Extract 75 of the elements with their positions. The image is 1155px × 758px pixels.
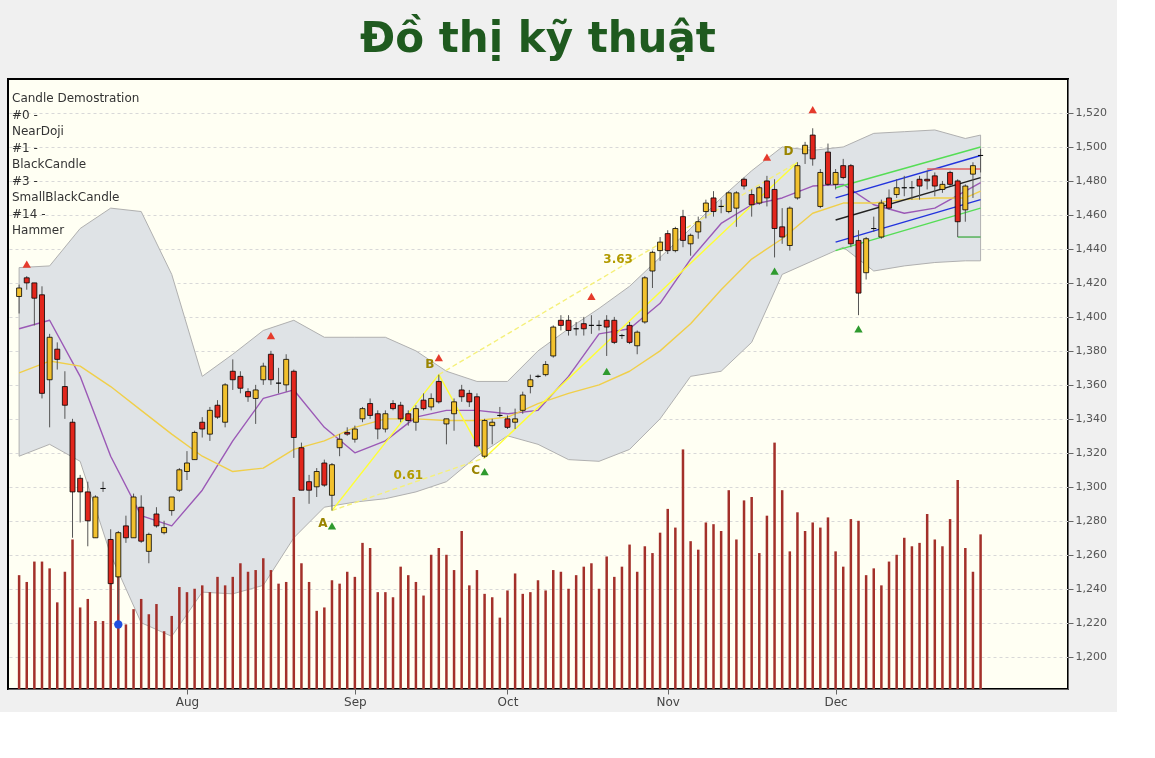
data-label: C	[471, 462, 481, 477]
y-tick-label: 1,480	[1075, 174, 1107, 188]
y-tick-label: 1,220	[1075, 616, 1107, 630]
y-tick-label: 1,380	[1075, 344, 1107, 358]
x-tick-label: Aug	[175, 694, 200, 709]
annotation: Hammer	[12, 223, 65, 237]
y-tick-label: 1,400	[1075, 310, 1107, 324]
candlestick	[252, 384, 259, 425]
candlestick	[443, 418, 450, 445]
point	[762, 153, 772, 161]
annotation: BlackCandle	[12, 157, 87, 171]
y-tick-label: 1,300	[1075, 480, 1107, 494]
annotation: #1 -	[12, 140, 38, 155]
candlestick	[802, 141, 808, 165]
annotation: NearDoji	[12, 124, 64, 138]
candlestick	[527, 374, 534, 394]
point	[602, 367, 611, 375]
y-tick-label: 1,360	[1075, 378, 1107, 392]
point	[480, 467, 489, 476]
y-tick-label: 1,420	[1075, 276, 1107, 290]
y-tick-label: 1,320	[1075, 446, 1107, 460]
candlestick	[199, 416, 206, 439]
y-tick-label: 1,460	[1075, 208, 1107, 222]
point	[770, 267, 779, 275]
data-label: A	[318, 515, 329, 530]
point	[434, 354, 443, 362]
candlestick	[893, 178, 900, 199]
series-label: 0.61	[393, 468, 424, 483]
y-tick-label: 1,240	[1075, 582, 1107, 596]
candlestick	[451, 397, 457, 432]
candlestick	[657, 236, 663, 262]
series-label: 3.63	[603, 252, 633, 267]
y-tick-label: 1,200	[1075, 650, 1107, 664]
candlestick	[580, 316, 587, 337]
point	[808, 105, 817, 114]
line-series	[331, 161, 799, 512]
annotation: Candle Demostration	[12, 91, 140, 105]
point	[327, 522, 337, 530]
annotation: #14 -	[12, 206, 46, 221]
candlestick	[809, 127, 816, 167]
x-tick-label: Nov	[656, 694, 680, 709]
data-label: B	[425, 356, 435, 371]
point	[22, 260, 31, 268]
point	[587, 292, 596, 301]
y-tick-label: 1,440	[1075, 242, 1107, 256]
annotation: SmallBlackCandle	[12, 190, 120, 204]
point	[266, 331, 276, 340]
candlestick	[16, 284, 22, 314]
y-tick-label: 1,500	[1075, 140, 1107, 154]
y-tick-label: 1,340	[1075, 412, 1107, 426]
x-tick-label: Sep	[344, 694, 367, 709]
candlestick	[435, 374, 442, 405]
candlestick	[519, 391, 526, 415]
candlestick	[168, 496, 175, 517]
candlestick	[161, 520, 167, 535]
candlestick	[649, 250, 656, 289]
point	[114, 620, 123, 629]
candlestick	[153, 506, 160, 529]
x-tick-label: Dec	[824, 694, 848, 709]
point	[854, 325, 863, 333]
annotation: #0 -	[12, 107, 38, 122]
candlestick	[695, 216, 702, 240]
chart-title: Đồ thị kỹ thuật	[360, 13, 716, 62]
candlestick	[970, 161, 976, 199]
y-tick-label: 1,280	[1075, 514, 1107, 528]
y-tick-label: 1,260	[1075, 548, 1107, 562]
y-tick-label: 1,520	[1075, 106, 1107, 120]
annotation: #3 -	[12, 173, 38, 188]
candlestick	[145, 532, 152, 564]
data-label: D	[783, 144, 794, 159]
candlestick	[260, 362, 267, 386]
candlestick	[245, 387, 251, 403]
x-tick-label: Oct	[497, 694, 519, 709]
candlestick	[336, 433, 343, 457]
candlestick	[61, 370, 68, 420]
